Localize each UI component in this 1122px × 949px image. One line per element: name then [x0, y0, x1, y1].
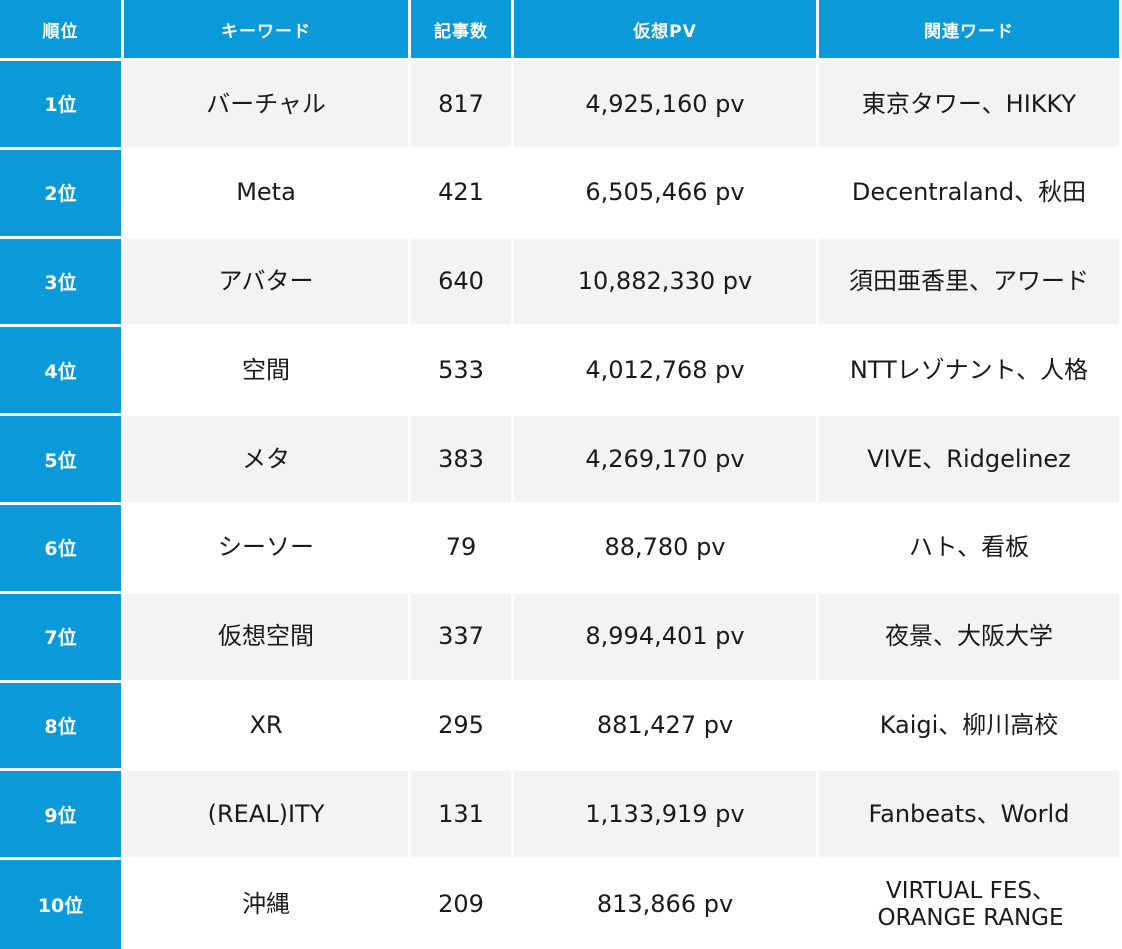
pv-cell: 1,133,919 pv	[514, 771, 819, 861]
related-words-cell: 夜景、大阪大学	[819, 593, 1122, 683]
rank-cell: 10位	[0, 860, 124, 949]
rank-cell: 9位	[0, 771, 124, 861]
keyword-cell: 仮想空間	[124, 593, 411, 683]
keyword-cell: (REAL)ITY	[124, 771, 411, 861]
article-count-cell: 131	[411, 771, 514, 861]
header-article-count: 記事数	[411, 0, 514, 61]
keyword-cell: バーチャル	[124, 61, 411, 150]
article-count-cell: 640	[411, 238, 514, 328]
related-words-cell: Kaigi、柳川高校	[819, 682, 1122, 772]
rank-cell: 4位	[0, 327, 124, 417]
rank-cell: 8位	[0, 682, 124, 772]
pv-cell: 4,269,170 pv	[514, 416, 819, 505]
related-words-cell: VIRTUAL FES、 ORANGE RANGE	[877, 878, 1064, 931]
related-words-cell: ハト、看板	[819, 504, 1122, 594]
related-words-cell: 東京タワー、HIKKY	[819, 61, 1122, 150]
article-count-cell: 817	[411, 61, 514, 150]
header-rank: 順位	[0, 0, 124, 61]
article-count-cell: 209	[411, 860, 514, 949]
pv-cell: 4,012,768 pv	[514, 327, 819, 417]
rank-cell: 7位	[0, 593, 124, 683]
pv-cell: 881,427 pv	[514, 682, 819, 772]
pv-cell: 813,866 pv	[514, 860, 819, 949]
pv-cell: 4,925,160 pv	[514, 61, 819, 150]
pv-cell: 10,882,330 pv	[514, 238, 819, 328]
rank-cell: 6位	[0, 504, 124, 594]
related-words-cell: Fanbeats、World	[819, 771, 1122, 861]
keyword-cell: アバター	[124, 238, 411, 328]
rank-cell: 3位	[0, 238, 124, 328]
rank-cell: 5位	[0, 416, 124, 505]
keyword-cell: 空間	[124, 327, 411, 417]
header-related-words: 関連ワード	[819, 0, 1122, 61]
keyword-cell: 沖縄	[124, 860, 411, 949]
related-words-cell: NTTレゾナント、人格	[819, 327, 1122, 417]
related-words-cell: Decentraland、秋田	[819, 149, 1122, 239]
keyword-cell: メタ	[124, 416, 411, 505]
article-count-cell: 79	[411, 504, 514, 594]
rank-cell: 2位	[0, 149, 124, 239]
pv-cell: 6,505,466 pv	[514, 149, 819, 239]
article-count-cell: 295	[411, 682, 514, 772]
rank-cell: 1位	[0, 61, 124, 150]
keyword-cell: Meta	[124, 149, 411, 239]
header-virtual-pv: 仮想PV	[514, 0, 819, 61]
article-count-cell: 383	[411, 416, 514, 505]
article-count-cell: 533	[411, 327, 514, 417]
pv-cell: 8,994,401 pv	[514, 593, 819, 683]
keyword-cell: シーソー	[124, 504, 411, 594]
related-words-cell: VIVE、Ridgelinez	[819, 416, 1122, 505]
article-count-cell: 421	[411, 149, 514, 239]
keyword-cell: XR	[124, 682, 411, 772]
related-words-cell: 須田亜香里、アワード	[819, 238, 1122, 328]
header-keyword: キーワード	[124, 0, 411, 61]
article-count-cell: 337	[411, 593, 514, 683]
pv-cell: 88,780 pv	[514, 504, 819, 594]
